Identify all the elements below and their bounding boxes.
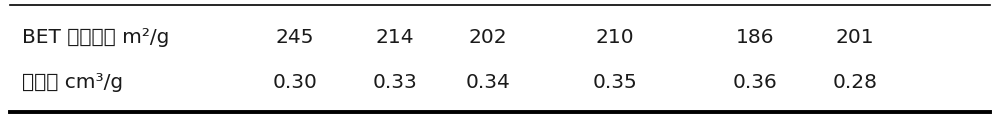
Text: 245: 245	[276, 28, 314, 47]
Text: 202: 202	[469, 28, 507, 47]
Text: 214: 214	[376, 28, 414, 47]
Text: 0.36: 0.36	[733, 73, 777, 92]
Text: 孔容， cm³/g: 孔容， cm³/g	[22, 73, 123, 92]
Text: 201: 201	[836, 28, 874, 47]
Text: BET 表面积， m²/g: BET 表面积， m²/g	[22, 28, 169, 47]
Text: 186: 186	[736, 28, 774, 47]
Text: 0.33: 0.33	[373, 73, 417, 92]
Text: 0.34: 0.34	[466, 73, 510, 92]
Text: 0.35: 0.35	[593, 73, 637, 92]
Text: 0.30: 0.30	[273, 73, 317, 92]
Text: 210: 210	[596, 28, 634, 47]
Text: 0.28: 0.28	[832, 73, 878, 92]
